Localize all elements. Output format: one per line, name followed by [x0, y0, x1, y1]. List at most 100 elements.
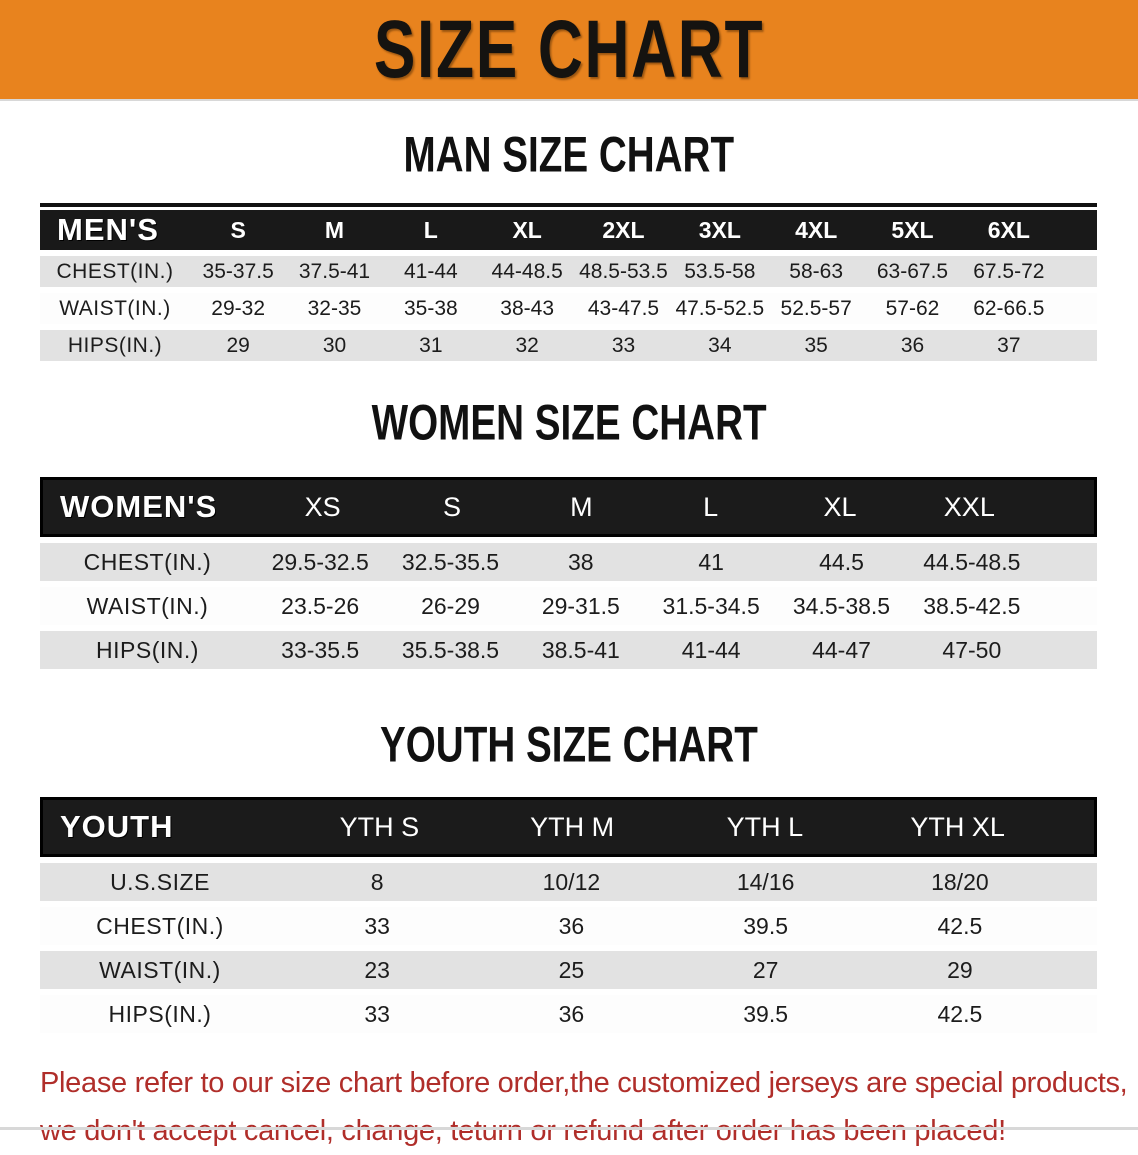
- column-header: 6XL: [987, 216, 1030, 243]
- row-label: CHEST(IN.): [96, 912, 224, 939]
- size-cell: 37.5-41: [298, 259, 371, 283]
- size-cell: 41: [698, 548, 724, 575]
- size-cell: 36: [900, 333, 925, 357]
- size-cell: 29: [226, 333, 250, 357]
- size-cell: 35-37.5: [202, 259, 274, 283]
- row-label: U.S.SIZE: [110, 868, 210, 895]
- column-header: M: [570, 491, 593, 522]
- size-cell: 48.5-53.5: [579, 259, 668, 283]
- size-cell: 10/12: [542, 868, 601, 895]
- row-label: WAIST(IN.): [86, 592, 209, 619]
- men-section-heading: MAN SIZE CHART: [0, 125, 1138, 183]
- column-header: 2XL: [602, 216, 645, 243]
- size-cell: 8: [370, 868, 384, 895]
- row-label: CHEST(IN.): [83, 548, 212, 575]
- column-header: M: [324, 216, 345, 243]
- row-label: WAIST(IN.): [59, 296, 171, 320]
- size-cell: 63-67.5: [876, 259, 949, 283]
- youth-table-body: U.S.SIZE 8 10/12 14/16 18/20 CHEST(IN.) …: [40, 863, 1097, 1033]
- size-cell: 38: [568, 548, 594, 575]
- bottom-edge-rule: [0, 1127, 1138, 1130]
- column-header: 3XL: [698, 216, 741, 243]
- column-header: XS: [304, 491, 341, 522]
- size-cell: 47-50: [942, 636, 1002, 663]
- size-chart-banner: SIZE CHART: [0, 0, 1138, 101]
- size-cell: 62-66.5: [973, 296, 1045, 320]
- size-cell: 34: [708, 333, 732, 357]
- row-label: HIPS(IN.): [67, 333, 163, 357]
- size-cell: 58-63: [789, 259, 844, 283]
- table-row-hips: HIPS(IN.) 33 36 39.5 42.5: [40, 995, 1097, 1033]
- size-cell: 35: [804, 333, 828, 357]
- table-row-us-size: U.S.SIZE 8 10/12 14/16 18/20: [40, 863, 1097, 901]
- size-cell: 31: [419, 333, 443, 357]
- column-header: S: [230, 216, 246, 243]
- women-table-header: WOMEN'S XS S M L XL XXL: [40, 477, 1097, 537]
- size-cell: 43-47.5: [587, 296, 660, 320]
- size-cell: 35-38: [403, 296, 458, 320]
- size-cell: 44.5: [819, 548, 864, 575]
- column-header: L: [703, 491, 719, 522]
- size-cell: 57-62: [885, 296, 940, 320]
- youth-table-label: YOUTH: [60, 809, 174, 844]
- size-cell: 42.5: [937, 912, 983, 939]
- size-cell: 44-48.5: [491, 259, 563, 283]
- row-label: WAIST(IN.): [99, 956, 221, 983]
- column-header: YTH XL: [910, 811, 1005, 842]
- size-cell: 26-29: [421, 592, 480, 619]
- disclaimer-line-1: Please refer to our size chart before or…: [40, 1067, 1128, 1099]
- women-section-heading: WOMEN SIZE CHART: [0, 393, 1138, 451]
- size-cell: 36: [558, 1000, 585, 1027]
- youth-section-heading: YOUTH SIZE CHART: [0, 715, 1138, 773]
- table-row-chest: CHEST(IN.) 29.5-32.5 32.5-35.5 38 41 44.…: [40, 543, 1097, 581]
- size-cell: 27: [752, 956, 779, 983]
- size-cell: 44-47: [812, 636, 871, 663]
- column-header: YTH M: [530, 811, 615, 842]
- women-table-label: WOMEN'S: [60, 489, 218, 524]
- column-header: XL: [512, 216, 542, 243]
- size-cell: 29.5-32.5: [271, 548, 369, 575]
- size-cell: 42.5: [937, 1000, 983, 1027]
- men-table-header: MEN'S S M L XL 2XL 3XL 4XL 5XL 6XL: [40, 210, 1097, 250]
- size-cell: 38.5-41: [541, 636, 620, 663]
- size-cell: 33: [364, 1000, 390, 1027]
- size-cell: 34.5-38.5: [792, 592, 891, 619]
- size-cell: 36: [558, 912, 585, 939]
- row-label: HIPS(IN.): [96, 636, 199, 663]
- size-cell: 37: [997, 333, 1021, 357]
- women-heading-text: WOMEN SIZE CHART: [371, 393, 767, 451]
- men-table-label: MEN'S: [57, 212, 159, 247]
- size-cell: 41-44: [403, 259, 458, 283]
- men-size-table: MEN'S S M L XL 2XL 3XL 4XL 5XL 6XL CHEST…: [40, 210, 1097, 361]
- table-row-hips: HIPS(IN.) 33-35.5 35.5-38.5 38.5-41 41-4…: [40, 631, 1097, 669]
- column-header: YTH S: [339, 811, 420, 842]
- size-cell: 41-44: [681, 636, 741, 663]
- size-cell: 25: [558, 956, 585, 983]
- size-cell: 33: [364, 912, 390, 939]
- size-cell: 53.5-58: [684, 259, 756, 283]
- men-table-body: CHEST(IN.) 35-37.5 37.5-41 41-44 44-48.5…: [40, 256, 1097, 361]
- column-header: L: [423, 216, 438, 243]
- column-header: XL: [823, 491, 857, 522]
- size-cell: 32.5-35.5: [401, 548, 500, 575]
- men-heading-text: MAN SIZE CHART: [403, 125, 735, 183]
- men-table-top-rule: [40, 203, 1097, 207]
- youth-heading-text: YOUTH SIZE CHART: [380, 715, 758, 773]
- row-label: HIPS(IN.): [108, 1000, 212, 1027]
- table-row-chest: CHEST(IN.) 35-37.5 37.5-41 41-44 44-48.5…: [40, 256, 1097, 287]
- youth-size-table: YOUTH YTH S YTH M YTH L YTH XL U.S.SIZE …: [40, 797, 1097, 1033]
- size-cell: 23.5-26: [281, 592, 360, 619]
- size-cell: 33-35.5: [281, 636, 360, 663]
- size-cell: 39.5: [743, 912, 788, 939]
- size-cell: 52.5-57: [780, 296, 852, 320]
- size-cell: 44.5-48.5: [923, 548, 1021, 575]
- table-row-waist: WAIST(IN.) 23.5-26 26-29 29-31.5 31.5-34…: [40, 587, 1097, 625]
- size-cell: 14/16: [736, 868, 795, 895]
- youth-table-header: YOUTH YTH S YTH M YTH L YTH XL: [40, 797, 1097, 857]
- women-table-body: CHEST(IN.) 29.5-32.5 32.5-35.5 38 41 44.…: [40, 543, 1097, 669]
- size-cell: 29-31.5: [541, 592, 620, 619]
- size-cell: 33: [611, 333, 636, 357]
- size-cell: 32-35: [307, 296, 362, 320]
- size-cell: 38-43: [500, 296, 555, 320]
- size-cell: 32: [515, 333, 539, 357]
